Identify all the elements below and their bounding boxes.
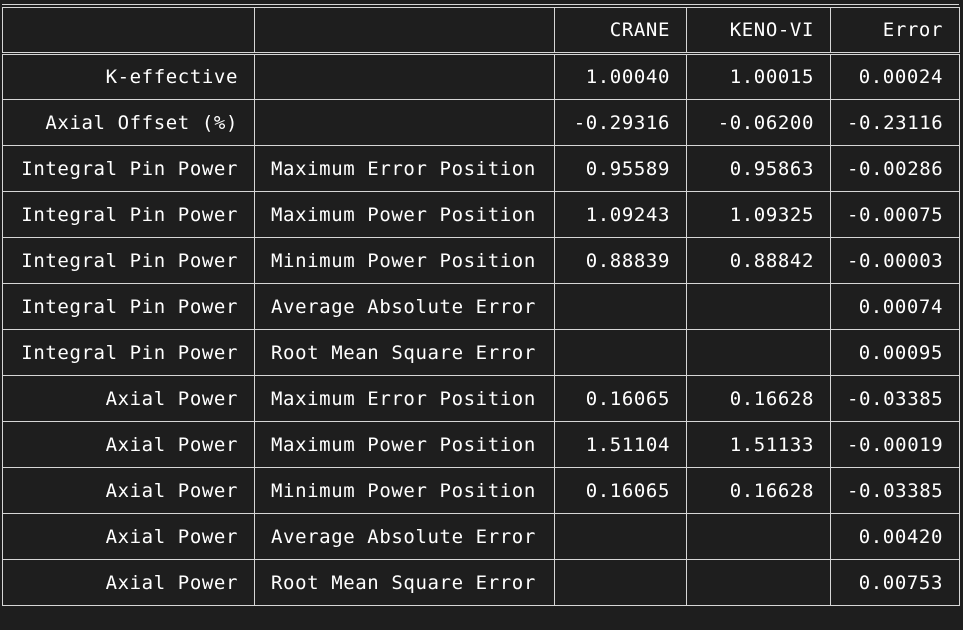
cell-crane: 1.51104	[554, 421, 687, 468]
cell-sublabel: Minimum Power Position	[254, 467, 555, 514]
table-row: Integral Pin Power Maximum Error Position…	[2, 145, 960, 192]
cell-crane: 1.00040	[554, 53, 687, 100]
cell-crane: 0.16065	[554, 375, 687, 422]
cell-error: 0.00095	[830, 329, 960, 376]
cell-crane	[554, 329, 687, 376]
cell-error: 0.00024	[830, 53, 960, 100]
cell-sublabel: Maximum Error Position	[254, 375, 555, 422]
cell-keno: 0.16628	[686, 375, 831, 422]
cell-keno	[686, 283, 831, 330]
cell-keno: 1.51133	[686, 421, 831, 468]
cell-label: Axial Offset (%)	[2, 99, 255, 146]
cell-crane	[554, 559, 687, 606]
cell-error: 0.00074	[830, 283, 960, 330]
cell-keno: 1.09325	[686, 191, 831, 238]
cell-label: Axial Power	[2, 559, 255, 606]
table-row: Integral Pin Power Root Mean Square Error…	[2, 329, 960, 376]
table-row: Integral Pin Power Maximum Power Position…	[2, 191, 960, 238]
cell-error: -0.03385	[830, 375, 960, 422]
header-cell-keno: KENO-VI	[686, 7, 831, 55]
cell-label: Integral Pin Power	[2, 191, 255, 238]
cell-label: Integral Pin Power	[2, 329, 255, 376]
cell-error: -0.23116	[830, 99, 960, 146]
cell-keno	[686, 329, 831, 376]
cell-keno: 0.16628	[686, 467, 831, 514]
cell-label: Integral Pin Power	[2, 145, 255, 192]
table-row: Integral Pin Power Minimum Power Position…	[2, 237, 960, 284]
cell-crane: -0.29316	[554, 99, 687, 146]
cell-keno: -0.06200	[686, 99, 831, 146]
cell-keno: 1.00015	[686, 53, 831, 100]
cell-error: -0.00003	[830, 237, 960, 284]
cell-label: Axial Power	[2, 375, 255, 422]
cell-sublabel: Minimum Power Position	[254, 237, 555, 284]
table-row: Axial Power Maximum Error Position 0.16065…	[2, 375, 960, 422]
cell-label: Axial Power	[2, 513, 255, 560]
cell-label: Axial Power	[2, 467, 255, 514]
cell-error: 0.00420	[830, 513, 960, 560]
cell-crane: 0.95589	[554, 145, 687, 192]
cell-keno	[686, 513, 831, 560]
table-row: Axial Offset (%) -0.29316 -0.06200 -0.23116	[2, 99, 960, 146]
header-cell-error: Error	[830, 7, 960, 55]
header-cell-crane: CRANE	[554, 7, 687, 55]
cell-sublabel: Maximum Power Position	[254, 421, 555, 468]
cell-sublabel: Root Mean Square Error	[254, 559, 555, 606]
cell-error: -0.03385	[830, 467, 960, 514]
cell-keno: 0.95863	[686, 145, 831, 192]
cell-sublabel	[254, 99, 555, 146]
cell-keno	[686, 559, 831, 606]
cell-crane: 1.09243	[554, 191, 687, 238]
cell-sublabel	[254, 53, 555, 100]
cell-label: Axial Power	[2, 421, 255, 468]
cell-crane: 0.16065	[554, 467, 687, 514]
table-row: Axial Power Minimum Power Position 0.16065…	[2, 467, 960, 514]
cell-sublabel: Average Absolute Error	[254, 513, 555, 560]
cell-sublabel: Maximum Error Position	[254, 145, 555, 192]
header-cell-label	[2, 7, 255, 55]
header-cell-sublabel	[254, 7, 555, 55]
table-row: K-effective 1.00040 1.00015 0.00024	[2, 53, 960, 100]
cell-keno: 0.88842	[686, 237, 831, 284]
cell-error: 0.00753	[830, 559, 960, 606]
cell-sublabel: Maximum Power Position	[254, 191, 555, 238]
table-row: Axial Power Average Absolute Error 0.00420	[2, 513, 960, 560]
results-table: CRANE KENO-VI Error K-effective 1.00040 1.…	[2, 7, 960, 606]
cell-sublabel: Average Absolute Error	[254, 283, 555, 330]
cell-label: K-effective	[2, 53, 255, 100]
cell-crane	[554, 283, 687, 330]
cell-label: Integral Pin Power	[2, 237, 255, 284]
table-body: CRANE KENO-VI Error K-effective 1.00040 1.…	[2, 7, 960, 606]
cell-crane: 0.88839	[554, 237, 687, 284]
table-frame	[2, 4, 959, 628]
table-row: Axial Power Root Mean Square Error 0.00753	[2, 559, 960, 606]
cell-error: -0.00286	[830, 145, 960, 192]
table-header-row: CRANE KENO-VI Error	[2, 7, 960, 55]
cell-error: -0.00075	[830, 191, 960, 238]
cell-crane	[554, 513, 687, 560]
cell-sublabel: Root Mean Square Error	[254, 329, 555, 376]
table-row: Axial Power Maximum Power Position 1.51104…	[2, 421, 960, 468]
table-row: Integral Pin Power Average Absolute Error…	[2, 283, 960, 330]
cell-error: -0.00019	[830, 421, 960, 468]
cell-label: Integral Pin Power	[2, 283, 255, 330]
